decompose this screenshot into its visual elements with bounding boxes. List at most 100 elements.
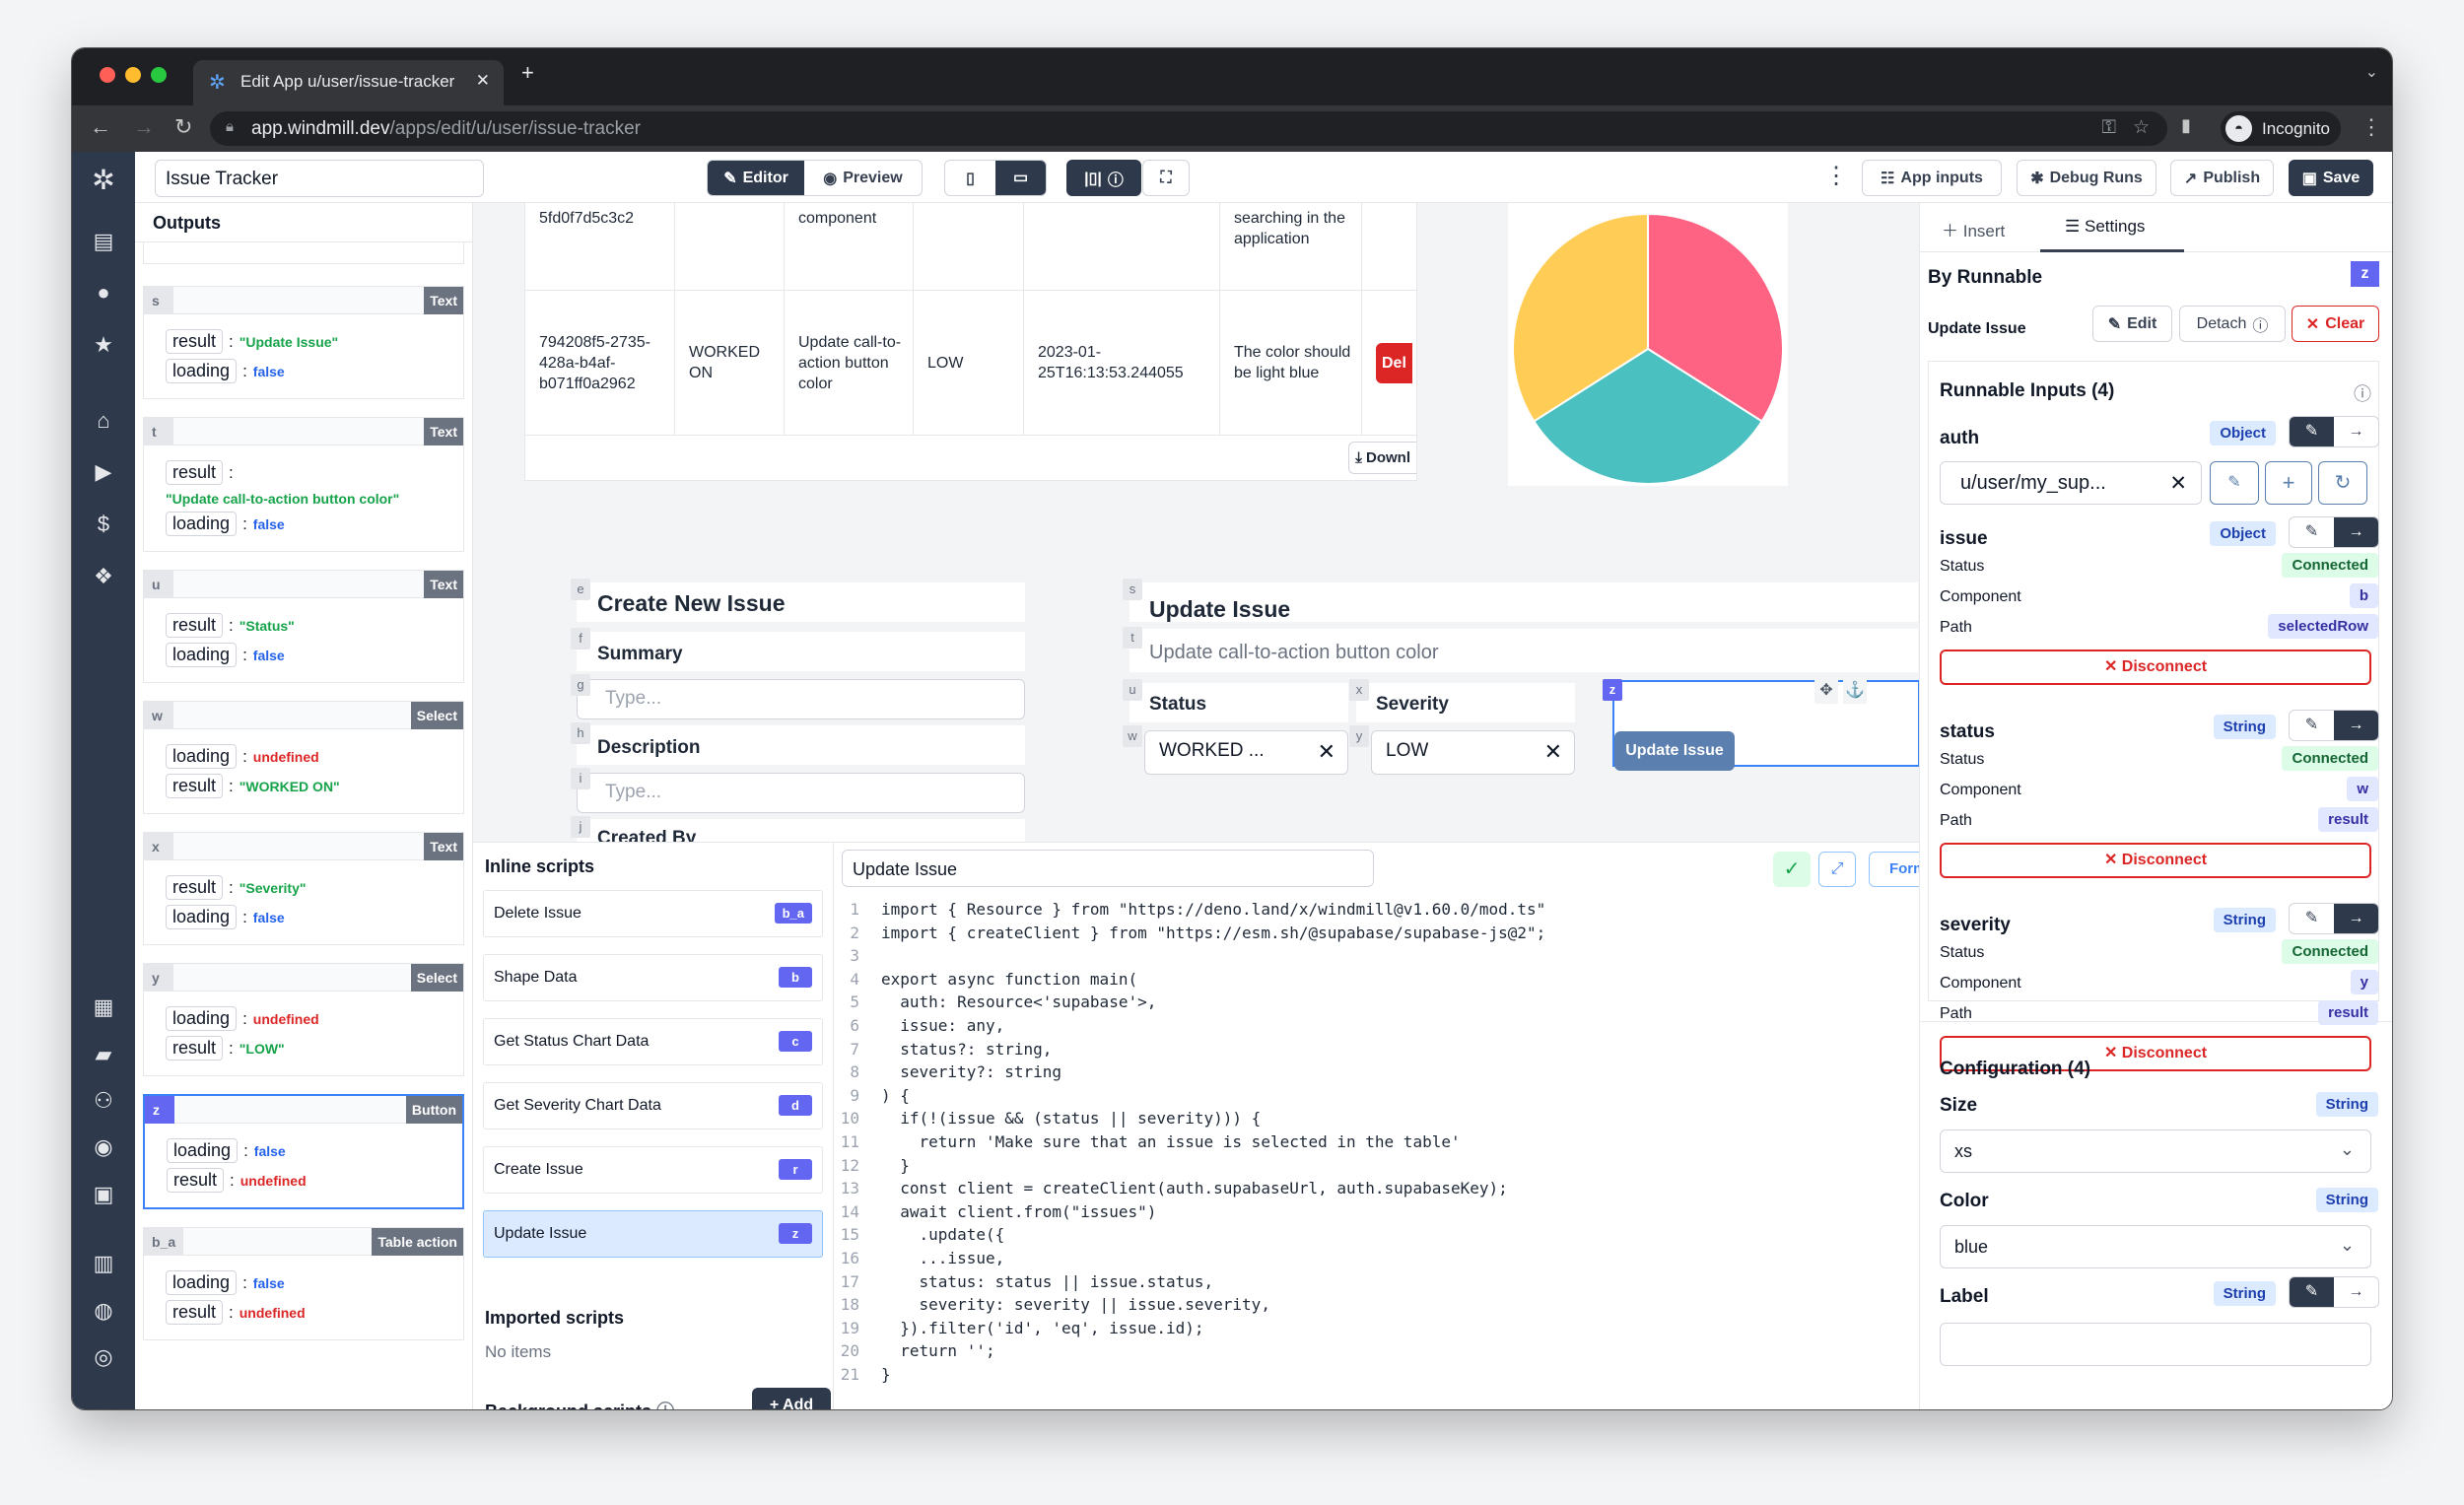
output-key[interactable]: loading	[166, 1006, 238, 1031]
insert-tab[interactable]: ＋ Insert	[1942, 222, 2006, 240]
delete-row-button[interactable]: Del	[1376, 342, 1412, 383]
edit-runnable-button[interactable]: ✎ Edit	[2092, 306, 2172, 342]
summary-input[interactable]: Type...	[577, 679, 1025, 719]
calendar-icon[interactable]: ▦	[93, 994, 114, 1019]
connect-mode-arrow-icon[interactable]: →	[2334, 517, 2378, 547]
output-card[interactable]: y Select loading: undefined result: "LOW"	[143, 963, 464, 1076]
refresh-icon[interactable]: ↻	[2318, 461, 2367, 505]
app-name-input[interactable]: Issue Tracker	[155, 160, 484, 197]
output-key[interactable]: loading	[166, 744, 238, 769]
discord-icon[interactable]: ◍	[94, 1298, 113, 1323]
selected-button-component[interactable]	[1612, 680, 1919, 767]
clear-button[interactable]: ✕ Clear	[2292, 306, 2379, 342]
status-select[interactable]: WORKED ... ✕	[1144, 730, 1348, 775]
component-id-tag[interactable]: t	[1123, 627, 1142, 649]
user-icon[interactable]: ●	[97, 280, 110, 305]
config-select[interactable]: blue ⌄	[1940, 1225, 2371, 1268]
static-mode-pencil-icon[interactable]: ✎	[2290, 417, 2334, 446]
groups-icon[interactable]: ⚇	[94, 1088, 113, 1113]
inline-script-item[interactable]: Shape Data b	[483, 954, 823, 1001]
home-icon[interactable]: ⌂	[97, 408, 110, 433]
resource-picker[interactable]: u/user/my_sup... ✕	[1940, 461, 2202, 505]
static-mode-pencil-icon[interactable]: ✎	[2304, 910, 2319, 926]
close-tab-icon[interactable]: ✕	[475, 71, 490, 90]
settings-tab[interactable]: ☰ Settings	[2040, 203, 2184, 252]
reload-icon[interactable]: ↻	[174, 114, 193, 139]
clear-icon[interactable]: ✕	[2169, 472, 2187, 495]
output-card[interactable]: b_a Table action loading: false result: undef…	[143, 1227, 464, 1340]
code-editor[interactable]: 1 import { Resource } from "https://deno.…	[834, 898, 1908, 1386]
detach-button[interactable]: Detach ⓘ	[2179, 306, 2286, 342]
browser-menu-icon[interactable]: ⋮	[2361, 114, 2382, 139]
output-key[interactable]: loading	[166, 359, 238, 383]
app-inputs-button[interactable]: ☷ App inputs	[1862, 160, 2002, 196]
description-input[interactable]: Type...	[577, 773, 1025, 813]
component-id-tag[interactable]: j	[571, 816, 590, 838]
side-panel-icon[interactable]: ▮	[2181, 115, 2191, 135]
output-card[interactable]: w Select loading: undefined result: "WORKED O…	[143, 701, 464, 814]
expand-editor-icon[interactable]: ⤢	[1818, 852, 1856, 887]
component-id-tag[interactable]: x	[1349, 679, 1369, 701]
clear-icon[interactable]: ✕	[1543, 739, 1562, 764]
output-key[interactable]: result	[166, 875, 224, 900]
back-icon[interactable]: ←	[90, 114, 111, 139]
inline-script-item[interactable]: Create Issue r	[483, 1146, 823, 1194]
close-window-button[interactable]	[100, 67, 115, 83]
component-id-tag[interactable]: z	[1603, 679, 1622, 701]
output-key[interactable]: result	[166, 1036, 224, 1060]
output-key[interactable]: result	[166, 774, 224, 798]
save-button[interactable]: ▣ Save	[2289, 160, 2373, 196]
pie-slice[interactable]	[1512, 212, 1649, 423]
clear-icon[interactable]: ✕	[1317, 739, 1335, 764]
output-card[interactable]: t Text result: "Update call-to-action butto…	[143, 417, 464, 552]
static-mode-pencil-icon[interactable]: ✎	[2304, 523, 2319, 540]
severity-select[interactable]: LOW ✕	[1371, 730, 1575, 775]
connect-mode-arrow-icon[interactable]: →	[2334, 711, 2378, 740]
star-icon[interactable]: ★	[94, 332, 113, 357]
static-mode-pencil-icon[interactable]: ✎	[2304, 717, 2319, 733]
output-key[interactable]: result	[166, 329, 224, 354]
edit-resource-icon[interactable]: ✎	[2210, 461, 2259, 505]
inline-script-item[interactable]: Get Severity Chart Data d	[483, 1082, 823, 1129]
windmill-logo-icon[interactable]: ✲	[92, 165, 115, 195]
browser-tab[interactable]: ✲ Edit App u/user/issue-tracker ✕	[193, 60, 504, 105]
move-icon[interactable]: ✥	[1814, 680, 1838, 704]
output-key[interactable]: result	[166, 460, 224, 485]
table-row[interactable]: 5fd0f7d5c3c2 component searching in the …	[524, 203, 1417, 291]
output-key[interactable]: loading	[166, 643, 238, 667]
config-select[interactable]: xs ⌄	[1940, 1129, 2371, 1173]
output-card[interactable]: z Button loading: false result: undefined	[143, 1094, 464, 1209]
output-key[interactable]: loading	[166, 905, 238, 929]
publish-button[interactable]: ↗ Publish	[2170, 160, 2274, 196]
dollar-icon[interactable]: $	[97, 512, 110, 536]
inline-script-item[interactable]: Update Issue z	[483, 1210, 823, 1258]
apps-icon[interactable]: ▤	[93, 229, 114, 253]
update-issue-button[interactable]: Update Issue	[1614, 731, 1735, 771]
new-tab-icon[interactable]: +	[521, 60, 534, 85]
output-key[interactable]: result	[167, 1168, 225, 1193]
static-mode-pencil-icon[interactable]: ✎	[2290, 1277, 2334, 1307]
key-icon[interactable]: ⚿	[2101, 117, 2116, 138]
disconnect-button[interactable]: ✕ Disconnect	[1940, 843, 2371, 878]
output-card[interactable]: u Text result: "Status" loading: false	[143, 570, 464, 683]
output-key[interactable]: loading	[167, 1138, 239, 1163]
minimize-window-button[interactable]	[125, 67, 141, 83]
label-input[interactable]	[1940, 1323, 2371, 1366]
output-key[interactable]: result	[166, 613, 224, 638]
mobile-view-icon[interactable]: ▯	[966, 170, 975, 187]
forward-icon[interactable]: →	[133, 114, 155, 139]
maximize-window-button[interactable]	[151, 67, 167, 83]
component-id-tag[interactable]: y	[1349, 725, 1369, 747]
table-row[interactable]: 794208f5-2735-428a-b4af-b071ff0a2962 WOR…	[524, 290, 1417, 436]
debug-runs-button[interactable]: ✱ Debug Runs	[2017, 160, 2156, 196]
incognito-profile[interactable]: ◓ Incognito	[2221, 111, 2341, 146]
fullscreen-button[interactable]: ⛶	[1142, 160, 1190, 196]
component-id-tag[interactable]: i	[571, 768, 590, 789]
component-id-tag[interactable]: s	[1123, 579, 1142, 600]
output-key[interactable]: loading	[166, 512, 238, 536]
download-button[interactable]: ⤓ Downl	[1348, 442, 1416, 474]
output-key[interactable]: loading	[166, 1270, 238, 1295]
component-id-tag[interactable]: w	[1123, 725, 1142, 747]
script-name-input[interactable]: Update Issue	[842, 850, 1374, 887]
component-id-tag[interactable]: f	[571, 628, 590, 650]
